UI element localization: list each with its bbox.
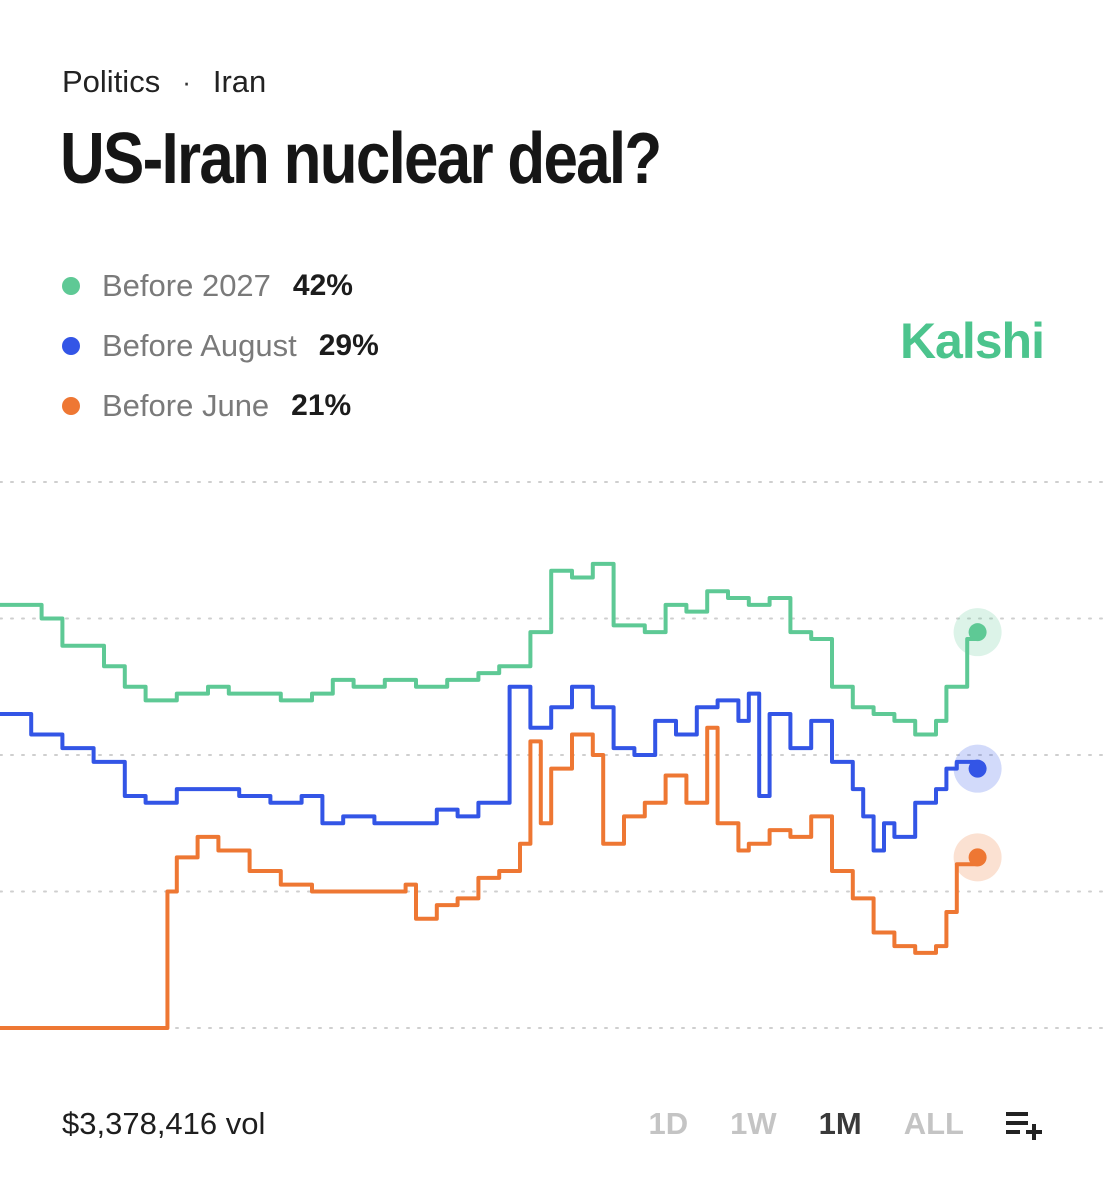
- legend-item-before-august[interactable]: Before August 29%: [62, 316, 379, 376]
- series-line-before-2027: [0, 561, 980, 737]
- legend-item-before-june[interactable]: Before June 21%: [62, 376, 379, 436]
- price-chart[interactable]: [0, 460, 1104, 1060]
- series-line-before-june: [0, 725, 980, 1030]
- end-marker-dot[interactable]: [968, 848, 987, 867]
- kalshi-logo[interactable]: Kalshi: [899, 313, 1045, 369]
- legend-value: 29%: [318, 329, 379, 362]
- legend-label: Before 2027: [102, 268, 271, 303]
- series-line-before-august: [0, 684, 980, 853]
- breadcrumb-category[interactable]: Politics: [62, 64, 161, 99]
- breadcrumb-separator: ·: [182, 66, 191, 97]
- legend-dot-green: [62, 277, 80, 295]
- legend-value: 42%: [292, 269, 353, 302]
- breadcrumb: Politics · Iran: [62, 64, 266, 100]
- range-tab-1w[interactable]: 1W: [730, 1106, 777, 1141]
- range-tab-all[interactable]: ALL: [903, 1106, 964, 1141]
- chart-end-markers: [953, 608, 1002, 882]
- range-tab-1d[interactable]: 1D: [648, 1106, 689, 1141]
- legend: Before 2027 42% Before August 29% Before…: [62, 256, 379, 436]
- legend-label: Before August: [102, 328, 297, 363]
- playlist-add-icon[interactable]: [1004, 1108, 1046, 1144]
- legend-value: 21%: [291, 389, 352, 422]
- breadcrumb-subcategory[interactable]: Iran: [212, 64, 267, 99]
- chart-series: [0, 561, 980, 1030]
- legend-label: Before June: [102, 388, 270, 423]
- page-title: US-Iran nuclear deal?: [60, 119, 662, 199]
- legend-dot-blue: [62, 337, 80, 355]
- volume-label: $3,378,416 vol: [62, 1106, 266, 1141]
- chart-footer: $3,378,416 vol 1D 1W 1M ALL: [0, 1098, 1104, 1154]
- range-tab-1m[interactable]: 1M: [818, 1106, 862, 1141]
- legend-dot-orange: [62, 397, 80, 415]
- legend-item-before-2027[interactable]: Before 2027 42%: [62, 256, 379, 316]
- end-marker-dot[interactable]: [968, 759, 987, 778]
- end-marker-dot[interactable]: [968, 623, 987, 642]
- time-range-tabs: 1D 1W 1M ALL: [607, 1106, 964, 1142]
